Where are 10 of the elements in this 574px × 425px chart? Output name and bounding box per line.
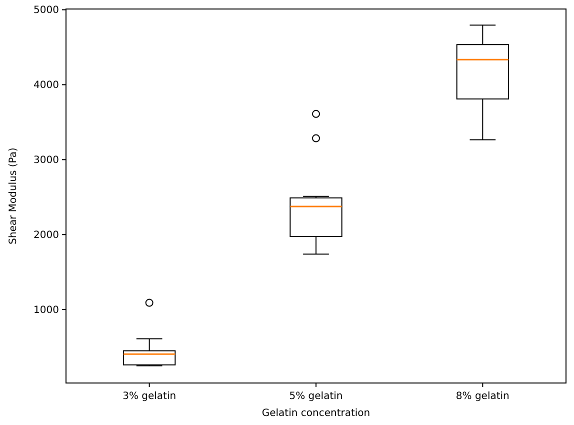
y-tick-label: 2000 [34, 230, 59, 242]
y-tick-label: 1000 [34, 305, 59, 316]
x-tick-label: 8% gelatin [456, 391, 510, 402]
y-tick-label: 4000 [34, 80, 59, 92]
y-tick-label: 3000 [34, 155, 59, 166]
y-tick-label: 5000 [34, 5, 59, 16]
y-axis-title: Shear Modulus (Pa) [8, 148, 19, 244]
x-tick-label: 5% gelatin [289, 391, 343, 402]
x-axis-title: Gelatin concentration [262, 408, 370, 419]
x-tick-label: 3% gelatin [122, 391, 176, 402]
